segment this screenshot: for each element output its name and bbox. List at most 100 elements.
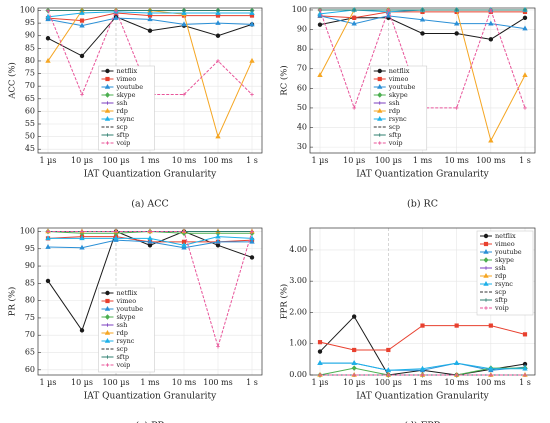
- x-tick-label: 1 µs: [312, 156, 329, 165]
- x-tick-label: 10 µs: [343, 156, 365, 165]
- y-tick-label: 0.00: [289, 370, 307, 379]
- y-tick-label: 30: [297, 142, 307, 151]
- marker: [105, 76, 110, 82]
- y-tick-label: 70: [25, 330, 35, 339]
- y-tick-label: 60: [297, 83, 307, 92]
- marker: [386, 347, 391, 353]
- marker: [104, 305, 111, 311]
- marker: [249, 255, 255, 260]
- marker: [453, 20, 460, 26]
- plot-frame: [37, 227, 263, 376]
- legend-label: scp: [116, 123, 127, 131]
- marker: [147, 243, 153, 248]
- marker: [419, 16, 426, 22]
- y-tick-label: 70: [297, 64, 307, 73]
- y-tick-label: 65: [25, 348, 35, 357]
- marker: [113, 15, 119, 20]
- marker: [484, 298, 488, 302]
- x-tick-label: 100 ms: [203, 378, 233, 387]
- y-tick-label: 80: [297, 44, 307, 53]
- marker: [250, 92, 254, 97]
- marker: [249, 235, 255, 241]
- subplot: 0.00 1.00 2.00 3.00 4.00 1 µs 10 µs 100 µs 1 ms 1…: [279, 227, 536, 423]
- marker: [419, 365, 426, 371]
- marker: [351, 314, 357, 319]
- subplot: 60 65 70 75 80 85 90 95 100 1 µs 10 µs 100 µs 1 ms 10…: [7, 226, 263, 423]
- y-tick-label: 90: [25, 261, 35, 270]
- marker: [488, 365, 494, 371]
- x-tick-label: 100 µs: [102, 156, 129, 165]
- legend-label: rdp: [116, 107, 127, 115]
- marker: [105, 141, 110, 145]
- marker: [105, 68, 110, 74]
- marker: [454, 31, 459, 36]
- marker: [45, 13, 51, 19]
- y-tick-label: 65: [25, 94, 35, 103]
- marker: [104, 92, 111, 98]
- marker: [79, 244, 85, 250]
- y-tick-label: 80: [25, 56, 35, 65]
- legend-label: sftp: [495, 296, 508, 304]
- x-tick-label: 1 ms: [413, 156, 432, 165]
- legend-label: skype: [389, 91, 408, 99]
- marker: [377, 68, 382, 74]
- marker: [249, 10, 255, 15]
- legend-label: netflix: [116, 289, 137, 297]
- y-tick-label: 100: [20, 6, 35, 15]
- marker: [181, 244, 187, 250]
- marker: [79, 328, 85, 333]
- legend-label: youtube: [388, 83, 416, 91]
- marker: [377, 141, 382, 145]
- marker: [317, 72, 323, 78]
- marker: [215, 238, 221, 244]
- x-tick-label: 10 ms: [444, 156, 468, 165]
- x-tick-label: 1 ms: [413, 378, 432, 387]
- marker: [147, 16, 153, 22]
- marker: [105, 355, 110, 359]
- marker: [215, 233, 221, 239]
- marker: [104, 115, 111, 121]
- marker: [215, 133, 221, 139]
- legend-label: skype: [116, 313, 135, 321]
- legend-label: rsync: [116, 337, 134, 345]
- marker: [488, 20, 494, 26]
- y-tick-label: 70: [25, 81, 35, 90]
- marker: [113, 235, 119, 241]
- legend-label: vimeo: [115, 297, 136, 305]
- marker: [45, 278, 51, 284]
- marker: [104, 329, 111, 335]
- x-tick-label: 1 µs: [312, 378, 329, 387]
- marker: [181, 242, 187, 248]
- y-tick-label: 55: [25, 119, 35, 128]
- y-tick-label: 100: [20, 226, 35, 235]
- marker: [249, 238, 255, 244]
- x-tick-label: 100 ms: [476, 156, 506, 165]
- x-tick-label: 1 s: [246, 378, 258, 387]
- marker: [488, 323, 493, 328]
- marker: [181, 10, 187, 15]
- caption: (c) PR: [135, 421, 165, 423]
- legend-label: netflix: [495, 232, 516, 240]
- marker: [79, 53, 85, 59]
- x-axis-label: IAT Quantization Granularity: [84, 392, 217, 402]
- y-tick-label: 95: [25, 18, 35, 27]
- x-tick-label: 10 ms: [444, 378, 468, 387]
- marker: [377, 83, 383, 89]
- legend-label: rdp: [495, 272, 506, 280]
- y-tick-label: 3.00: [289, 276, 307, 285]
- marker: [377, 92, 383, 98]
- marker: [45, 16, 51, 22]
- marker: [483, 272, 489, 278]
- marker: [104, 314, 111, 320]
- marker: [483, 233, 489, 239]
- y-tick-label: 100: [292, 5, 307, 14]
- marker: [105, 363, 110, 367]
- x-tick-label: 10 µs: [343, 378, 365, 387]
- marker: [147, 238, 153, 244]
- legend-label: ssh: [116, 99, 127, 107]
- marker: [249, 57, 255, 63]
- marker: [215, 10, 221, 15]
- marker: [182, 92, 186, 97]
- legend-label: voip: [115, 361, 130, 369]
- marker: [105, 101, 110, 105]
